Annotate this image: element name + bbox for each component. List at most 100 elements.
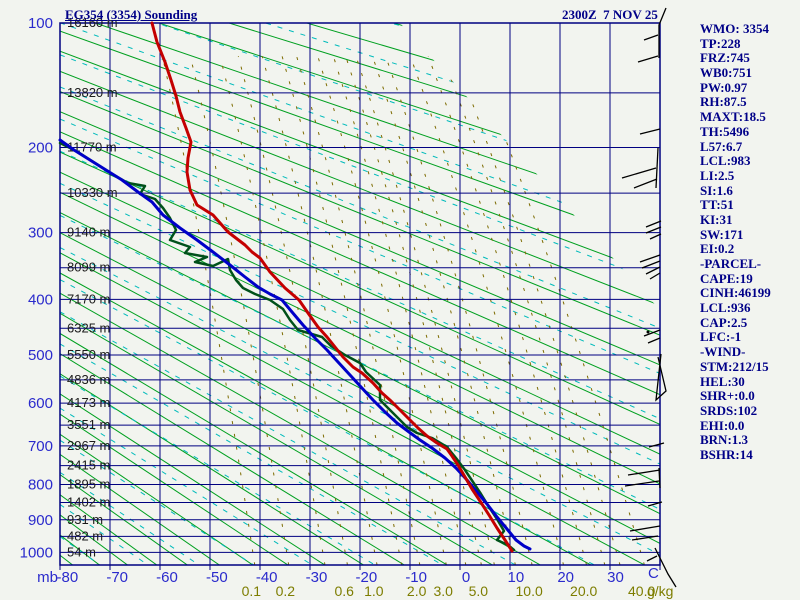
wind-barb <box>624 480 660 487</box>
pressure-tick-label: 200 <box>28 140 53 157</box>
height-label: 10330 m <box>67 185 118 200</box>
stat-line: MAXT:18.5 <box>700 109 766 125</box>
stat-line: WB0:751 <box>700 65 752 81</box>
stat-line: HEL:30 <box>700 373 745 389</box>
stat-line: EI:0.2 <box>700 241 735 257</box>
height-label: 931 m <box>67 512 103 527</box>
stats-panel: WMO: 3354 TP:228 FRZ:745 WB0:751 PW:0.97 RH:8… <box>700 21 798 463</box>
wind-barbs <box>621 7 677 588</box>
height-label: 8099 m <box>67 260 110 275</box>
wind-barb <box>655 353 667 402</box>
mixing-ratio-label: 3.0 <box>433 583 453 599</box>
stat-line: SI:1.6 <box>700 182 733 198</box>
height-label: 2415 m <box>67 458 110 473</box>
height-label: 4836 m <box>67 372 110 387</box>
height-label: 11770 m <box>67 140 117 155</box>
pressure-tick-label: 800 <box>28 476 53 493</box>
height-label: 3551 m <box>67 417 110 432</box>
height-label: 54 m <box>67 544 96 559</box>
temp-tick-label: -60 <box>156 569 178 586</box>
mixing-ratio-label: 10.0 <box>516 583 543 599</box>
wind-barb <box>631 535 659 541</box>
height-label: 4173 m <box>67 395 110 410</box>
pressure-tick-label: 600 <box>28 395 53 412</box>
mixing-ratio-label: 0.2 <box>276 583 296 599</box>
stat-line: SRDS:102 <box>700 402 758 418</box>
mixing-ratio-label: 0.6 <box>334 583 354 599</box>
wind-barb <box>647 501 663 507</box>
stat-line: CAP:2.5 <box>700 314 748 330</box>
stat-line: PW:0.97 <box>700 79 748 95</box>
stat-line: LI:2.5 <box>700 167 735 183</box>
stat-line: STM:212/15 <box>700 358 769 374</box>
stat-line: KI:31 <box>700 211 733 227</box>
pressure-unit-label: mb <box>37 569 58 586</box>
height-label: 2967 m <box>67 438 110 453</box>
height-label: 482 m <box>67 528 103 543</box>
pressure-tick-label: 100 <box>28 15 53 32</box>
height-label: 5550 m <box>67 347 110 362</box>
stat-line: CINH:46199 <box>700 285 771 301</box>
mixing-ratio-label: 20.0 <box>570 583 597 599</box>
wind-barb <box>646 555 658 562</box>
wind-barb <box>629 525 661 532</box>
wind-barb <box>641 260 661 269</box>
stat-line: FRZ:745 <box>700 50 750 66</box>
stat-line: RH:87.5 <box>700 94 747 110</box>
wind-barb <box>639 254 661 263</box>
height-label: 1402 m <box>67 494 110 509</box>
wetbulb-curve <box>58 141 516 552</box>
stat-line: LCL:983 <box>700 153 751 169</box>
wind-barb <box>649 233 662 240</box>
stat-line: TP:228 <box>700 35 741 51</box>
grid-lines <box>59 22 661 570</box>
wind-barb <box>643 34 659 41</box>
stat-line: BRN:1.3 <box>700 432 749 448</box>
temp-tick-label: -20 <box>355 569 377 586</box>
stat-line: SW:171 <box>700 226 744 242</box>
stat-line: SHR+:0.0 <box>700 388 755 404</box>
stat-line: BSHR:14 <box>700 446 753 462</box>
temp-tick-label: -30 <box>306 569 328 586</box>
stat-line: LFC:-1 <box>700 329 742 345</box>
height-label: 6325 m <box>67 320 110 335</box>
pressure-tick-label: 400 <box>28 291 53 308</box>
wind-barb <box>643 329 661 337</box>
wind-barb <box>645 226 662 234</box>
height-label: 7170 m <box>67 291 110 306</box>
wind-barb <box>621 167 657 179</box>
pressure-tick-label: 500 <box>28 347 53 364</box>
stat-line: WMO: 3354 <box>700 21 769 36</box>
temp-tick-label: 10 <box>507 569 524 586</box>
dewpoint-curve <box>58 138 532 551</box>
height-label: 1895 m <box>67 476 110 491</box>
page-title: EG354 (3354) Sounding <box>65 7 198 22</box>
wind-barb-dot <box>646 330 650 334</box>
pressure-tick-label: 1000 <box>20 544 53 561</box>
stat-line: TT:51 <box>700 197 734 213</box>
wind-barb <box>645 220 662 228</box>
wind-barb <box>655 147 659 189</box>
stat-line: EHI:0.0 <box>700 417 745 433</box>
height-label: 13820 m <box>67 85 118 100</box>
wind-barb <box>658 467 661 489</box>
mixing-ratio-label: 0.1 <box>242 583 262 599</box>
temp-tick-label: 30 <box>607 569 624 586</box>
wind-barb <box>647 337 661 344</box>
wind-barb <box>645 266 661 275</box>
pressure-tick-label: 900 <box>28 512 53 529</box>
stat-line: TH:5496 <box>700 123 750 139</box>
stat-line: LCL:936 <box>700 300 751 316</box>
temp-tick-label: 0 <box>462 569 470 586</box>
mixing-ratio-label: 5.0 <box>469 583 489 599</box>
pressure-tick-label: 300 <box>28 225 53 242</box>
temp-tick-label: -80 <box>57 569 79 586</box>
wind-barb <box>649 272 661 280</box>
wind-barb <box>633 178 658 189</box>
wind-barb <box>627 469 661 476</box>
temp-unit-label: C <box>648 565 659 582</box>
wind-barb <box>648 442 665 448</box>
